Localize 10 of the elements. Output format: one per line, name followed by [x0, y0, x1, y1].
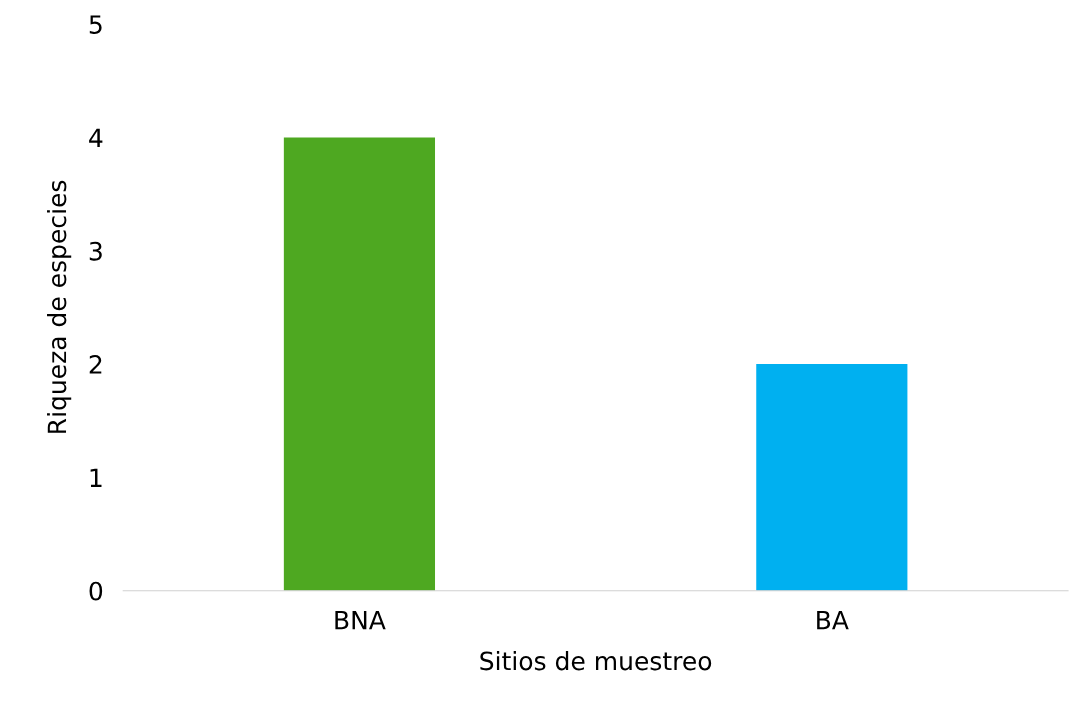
x-tick-label: BA — [817, 610, 849, 630]
y-tick-label: 5 — [89, 15, 102, 34]
x-axis-title: Sitios de muestreo — [480, 651, 712, 671]
y-tick-label: 0 — [89, 581, 103, 601]
y-tick-label: 1 — [90, 468, 102, 487]
y-tick-label: 3 — [89, 241, 102, 261]
y-tick-label: 4 — [89, 128, 103, 147]
y-axis-title: Riqueza de especies — [47, 180, 72, 433]
y-tick-label: 2 — [89, 355, 102, 374]
x-tick-label: BNA — [335, 610, 386, 630]
